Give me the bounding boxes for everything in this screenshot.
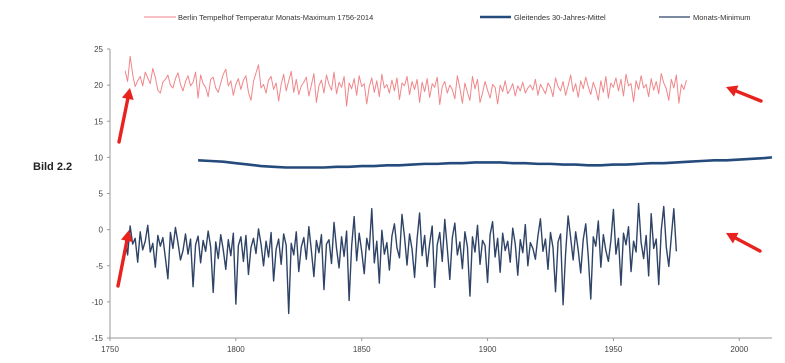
y-tick-label: 0 [99,226,104,235]
series-layer [124,55,773,315]
y-tick-label: 25 [94,45,103,54]
series-line-monthly-minimum [124,202,678,315]
legend-label-mean: Gleitendes 30-Jahres-Mittel [514,13,606,22]
y-tick-label: 20 [94,81,103,90]
y-tick-label: 15 [94,117,103,126]
y-tick-label: -15 [91,334,103,343]
legend-label-min: Monats-Minimum [693,13,751,22]
figure-side-label: Bild 2.2 [33,161,72,173]
y-tick-label: -5 [96,262,104,271]
y-tick-label: 10 [94,153,103,162]
y-tick-label: -10 [91,298,103,307]
series-line-monthly-maximum [124,55,687,107]
x-tick-label: 2000 [730,345,748,354]
x-tick-label: 1800 [227,345,245,354]
series-line-30yr-moving-average [198,156,773,169]
legend-label-max: Berlin Tempelhof Temperatur Monats-Maxim… [178,13,373,22]
x-tick-label: 1750 [101,345,119,354]
red-arrow-icon [116,230,133,288]
x-axis: 1750 1800 1850 1900 1950 2000 [101,337,772,354]
x-tick-label: 1850 [353,345,371,354]
y-tick-label: 5 [99,190,104,199]
red-arrow-icon [726,85,763,103]
annotation-arrows [116,85,763,288]
red-arrow-icon [726,232,762,253]
legend: Berlin Tempelhof Temperatur Monats-Maxim… [144,13,751,22]
x-tick-label: 1950 [605,345,623,354]
y-axis: -15 -10 -5 0 5 10 15 20 25 [91,45,111,343]
x-tick-label: 1900 [479,345,497,354]
red-arrow-icon [117,88,134,144]
